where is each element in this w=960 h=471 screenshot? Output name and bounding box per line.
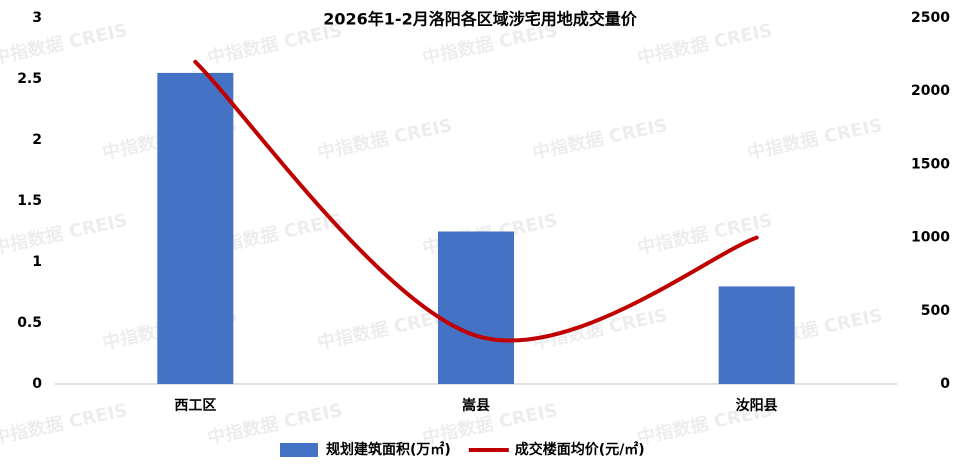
legend-swatch [280, 443, 318, 457]
watermark: 中指数据 CREIS [530, 304, 669, 354]
watermark: 中指数据 CREIS [0, 209, 129, 259]
watermark: 中指数据 CREIS [0, 19, 129, 69]
y-tick-label: 3 [32, 10, 42, 26]
watermark: 中指数据 CREIS [0, 399, 129, 449]
y2-tick-label: 1500 [911, 156, 950, 172]
y-tick-label: 0.5 [17, 315, 42, 331]
x-tick-label: 嵩县 [462, 397, 490, 414]
bar [438, 231, 514, 384]
legend-label: 规划建筑面积(万㎡) [326, 441, 451, 458]
y2-tick-label: 2000 [911, 83, 950, 99]
watermark: 中指数据 CREIS [635, 209, 774, 259]
watermark: 中指数据 CREIS [205, 399, 344, 449]
watermark: 中指数据 CREIS [635, 19, 774, 69]
x-tick-label: 西工区 [174, 398, 216, 414]
chart-title: 2026年1-2月洛阳各区域涉宅用地成交量价 [323, 10, 637, 29]
y-tick-label: 0 [32, 376, 42, 392]
legend-label: 成交楼面均价(元/㎡) [515, 441, 645, 458]
watermark: 中指数据 CREIS [315, 114, 454, 164]
watermark: 中指数据 CREIS [205, 19, 344, 69]
x-tick-label: 汝阳县 [736, 397, 778, 414]
y2-tick-label: 500 [921, 303, 950, 319]
watermark: 中指数据 CREIS [530, 114, 669, 164]
y2-tick-label: 2500 [911, 10, 950, 26]
y-tick-label: 1 [32, 254, 42, 270]
y-tick-label: 2.5 [17, 71, 42, 87]
bar [157, 72, 234, 385]
watermark: 中指数据 CREIS [745, 114, 884, 164]
y-tick-label: 2 [32, 132, 42, 148]
y2-tick-label: 1000 [911, 230, 950, 246]
line [193, 59, 759, 343]
y-tick-label: 1.5 [17, 193, 42, 209]
y2-tick-label: 0 [940, 376, 950, 392]
bar [718, 286, 795, 384]
